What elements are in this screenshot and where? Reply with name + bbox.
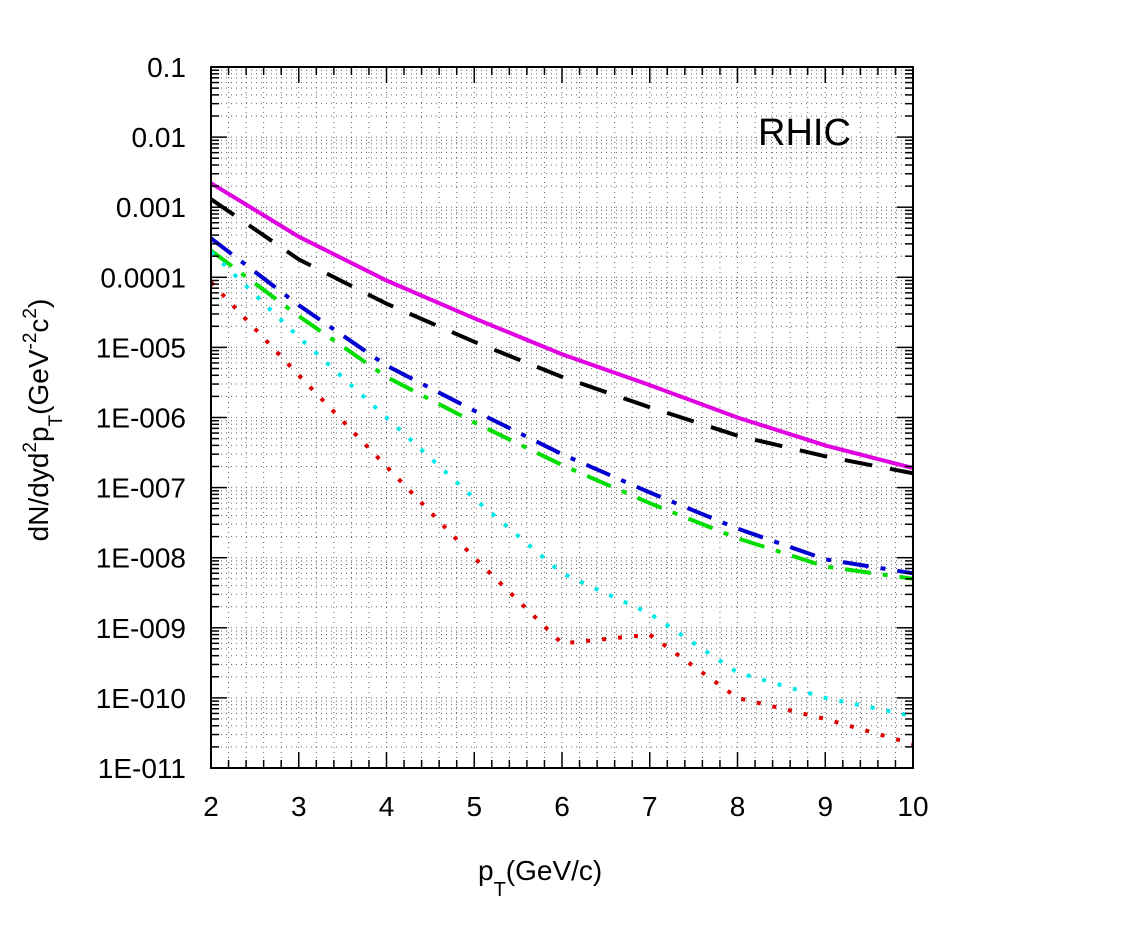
y-tick-label: 0.01 xyxy=(132,122,187,153)
y-axis-label-part3: (GeV xyxy=(23,349,54,415)
x-tick-label: 2 xyxy=(203,791,219,822)
x-tick-labels: 2 3 4 5 6 7 8 9 10 xyxy=(203,791,928,822)
x-tick-label: 8 xyxy=(730,791,746,822)
y-tick-labels: 1E-011 1E-010 1E-009 1E-008 1E-007 1E-006 1E-0… xyxy=(96,52,186,784)
chart-annotation: RHIC xyxy=(758,112,851,154)
y-tick-label: 1E-008 xyxy=(96,543,186,574)
x-tick-label: 5 xyxy=(466,791,482,822)
y-axis-label-sup2: -2 xyxy=(20,333,41,350)
y-tick-label: 1E-006 xyxy=(96,403,186,434)
y-tick-label: 1E-011 xyxy=(98,753,186,784)
x-axis-label-rest: (GeV/c) xyxy=(506,855,602,886)
y-tick-label: 0.001 xyxy=(116,192,186,223)
y-tick-label: 0.0001 xyxy=(100,262,186,293)
series-line-4 xyxy=(211,248,913,581)
y-axis-label-sup3: 2 xyxy=(20,308,41,319)
x-tick-label: 10 xyxy=(897,791,928,822)
y-axis-label-part4: c xyxy=(23,319,54,333)
y-tick-label: 1E-010 xyxy=(96,683,186,714)
y-axis-label-part2: p xyxy=(23,426,54,442)
y-tick-label: 1E-007 xyxy=(96,473,186,504)
x-axis-label-sub: T xyxy=(494,879,506,901)
x-tick-label: 4 xyxy=(379,791,395,822)
x-tick-label: 9 xyxy=(817,791,833,822)
y-axis-label-sub1: T xyxy=(46,414,67,426)
x-tick-label: 6 xyxy=(554,791,570,822)
x-axis-label-main: p xyxy=(478,855,494,886)
series-line-3 xyxy=(211,236,913,576)
y-axis-label-part5: ) xyxy=(23,299,54,308)
series-line-1 xyxy=(211,181,913,471)
series-line-5 xyxy=(211,250,913,719)
y-tick-label: 1E-005 xyxy=(96,332,186,363)
series-layer xyxy=(211,181,913,746)
axis-ticks xyxy=(210,67,914,769)
x-tick-label: 7 xyxy=(642,791,658,822)
y-axis-label: dN/dyd2pT(GeV-2c2) xyxy=(20,299,67,542)
x-axis-label: pT(GeV/c) xyxy=(478,855,602,901)
y-tick-label: 0.1 xyxy=(147,52,186,83)
y-axis-label-part1: dN/dyd xyxy=(23,453,54,542)
y-tick-label: 1E-009 xyxy=(96,613,186,644)
x-tick-label: 3 xyxy=(291,791,307,822)
grid xyxy=(210,67,914,769)
y-axis-label-sup1: 2 xyxy=(20,442,41,453)
series-line-2 xyxy=(211,197,913,476)
